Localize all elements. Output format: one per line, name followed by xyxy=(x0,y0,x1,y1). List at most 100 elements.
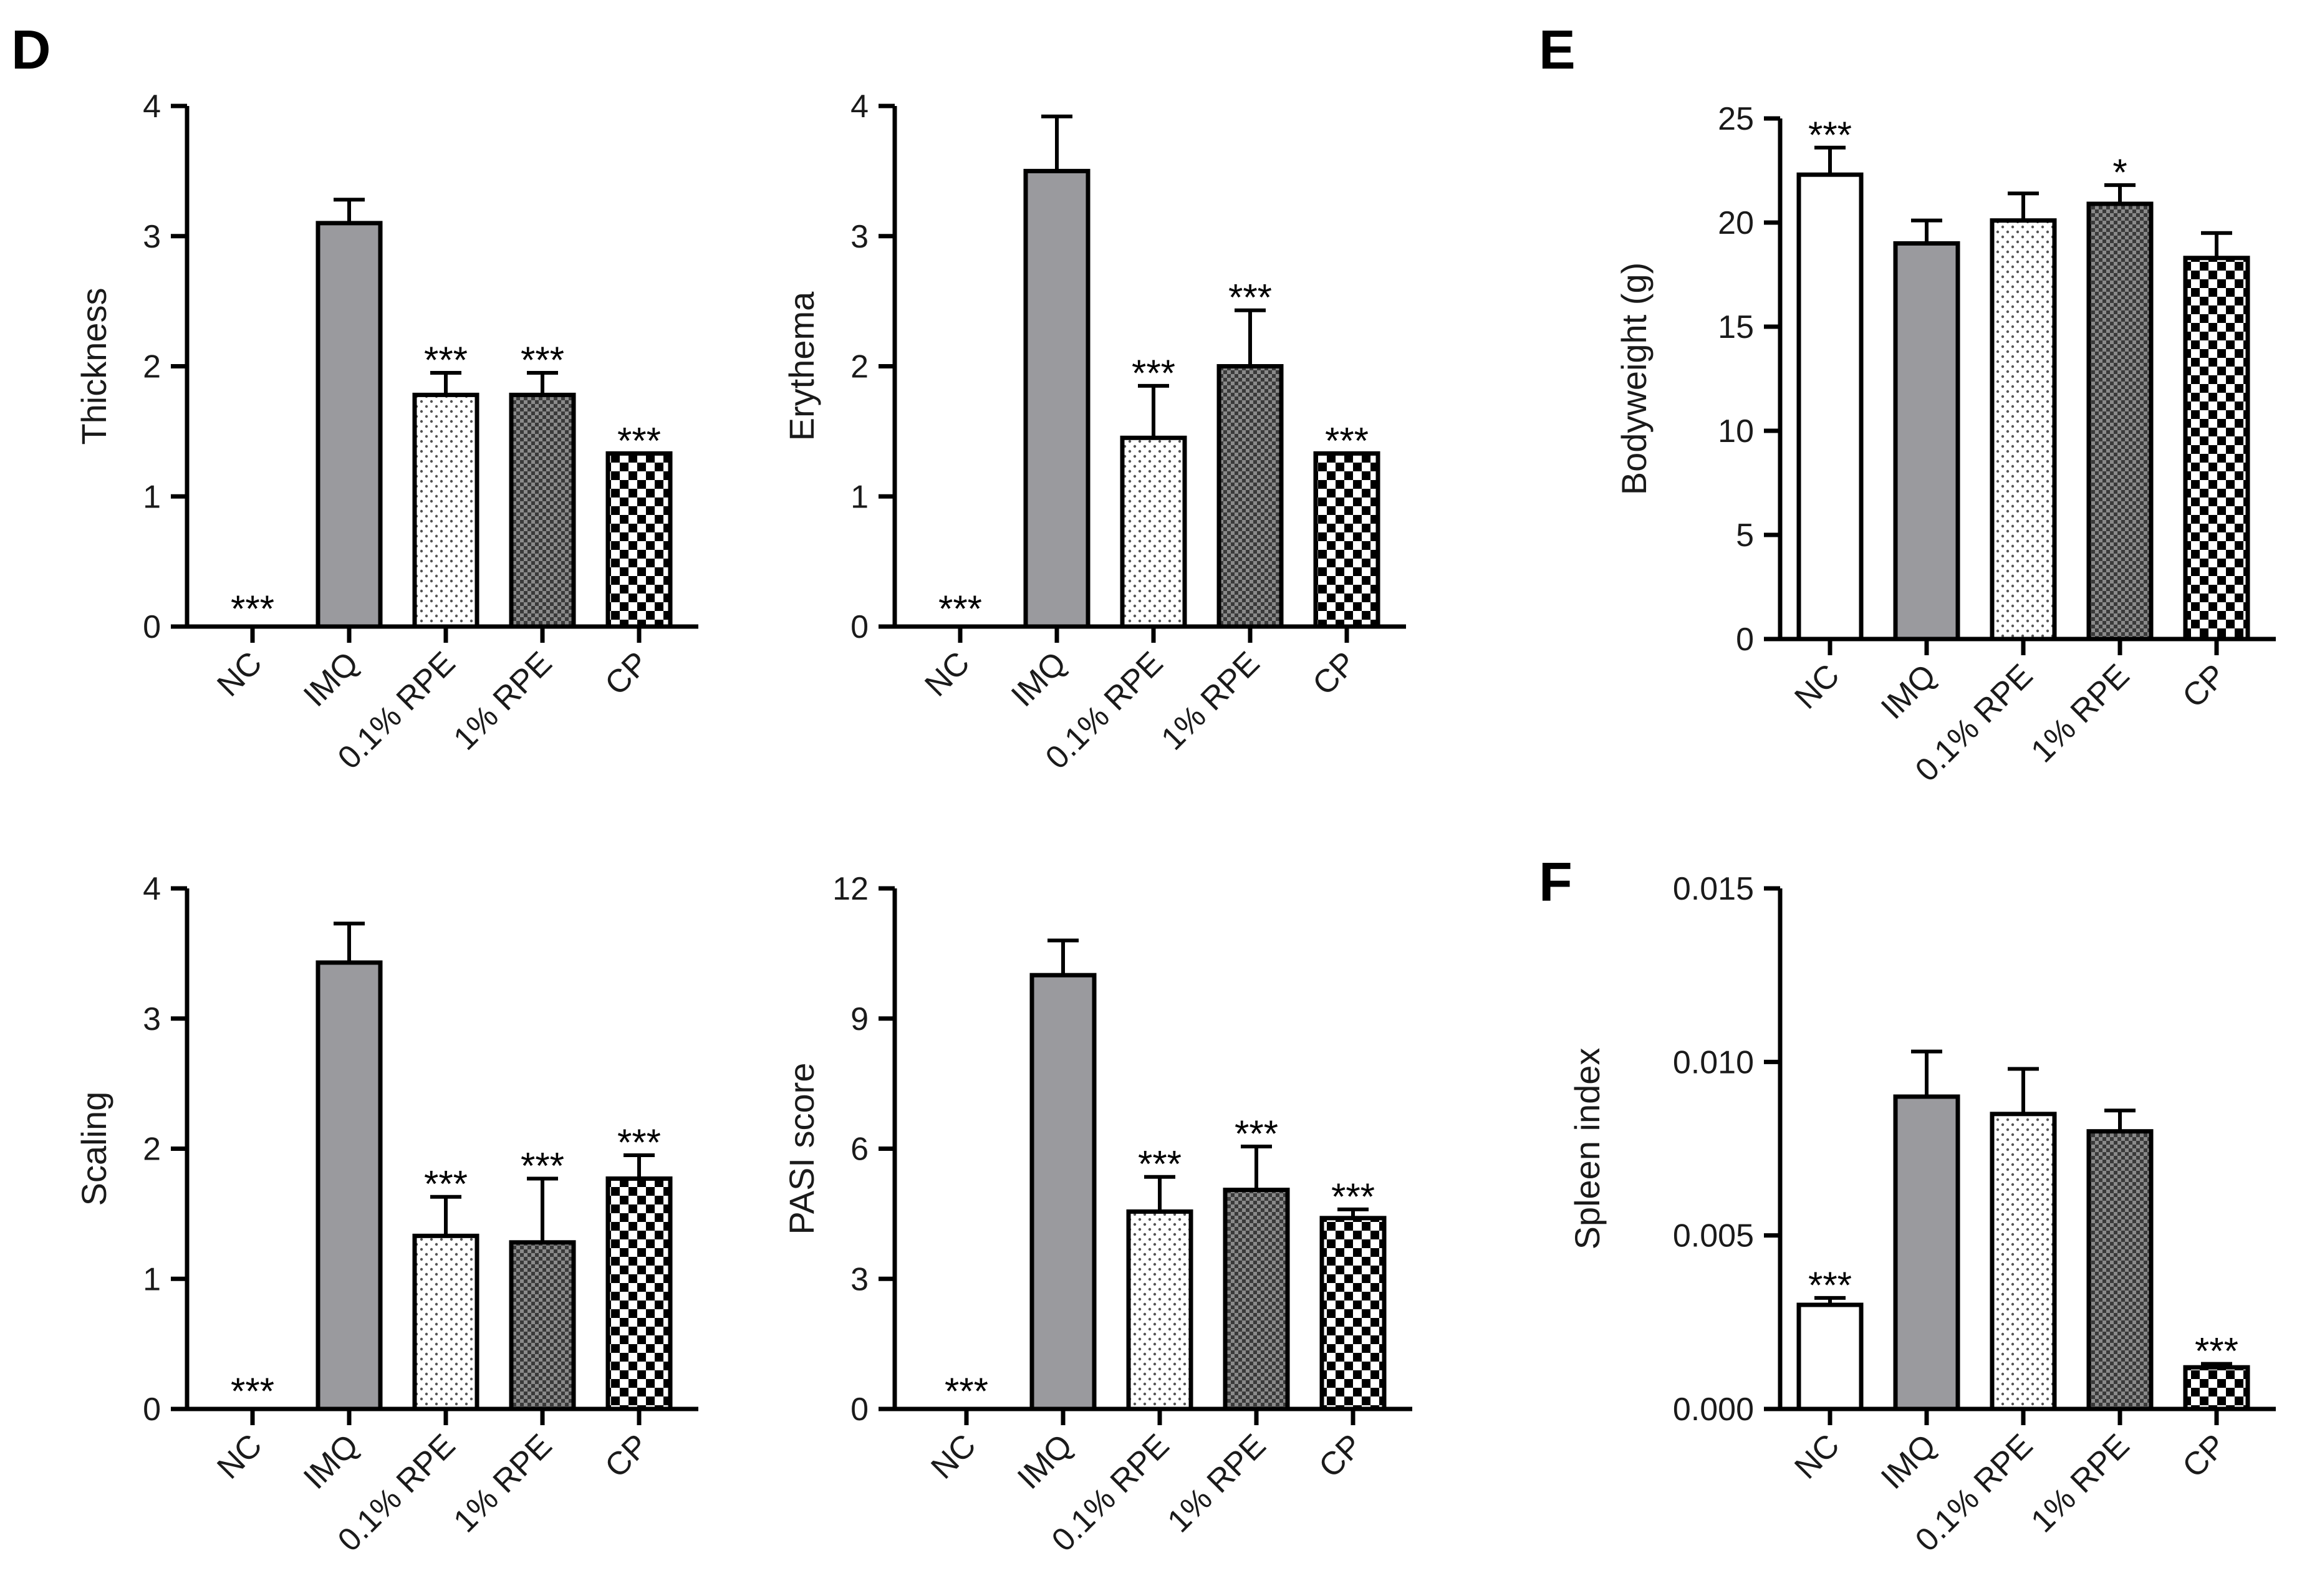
y-axis-label: Erythema xyxy=(782,291,821,441)
y-tick-label: 2 xyxy=(143,349,161,385)
category-label: NC xyxy=(924,1427,983,1486)
error-bar xyxy=(2104,183,2136,204)
error-bar xyxy=(527,370,558,395)
category-label: 1% RPE xyxy=(2025,657,2137,769)
significance-label: * xyxy=(2112,151,2127,193)
error-bar xyxy=(334,198,365,223)
category-label: NC xyxy=(1788,657,1846,716)
category-label: CP xyxy=(2175,657,2233,714)
y-tick-label: 20 xyxy=(1718,205,1754,241)
y-tick-label: 5 xyxy=(1736,517,1754,554)
y-tick-label: 0.005 xyxy=(1673,1218,1754,1254)
y-tick-label: 2 xyxy=(143,1132,161,1168)
category-label: CP xyxy=(598,645,655,702)
y-tick-label: 3 xyxy=(143,219,161,255)
panel-label-d: D xyxy=(11,19,51,80)
category-label: CP xyxy=(598,1427,655,1484)
error-bar xyxy=(1241,1145,1272,1190)
error-bar xyxy=(1911,1049,1942,1097)
category-label: NC xyxy=(918,645,976,703)
significance-label: *** xyxy=(2195,1330,2238,1372)
y-tick-label: 4 xyxy=(850,89,869,125)
bar-nc xyxy=(1796,172,1864,642)
significance-label: *** xyxy=(231,588,274,630)
category-label: NC xyxy=(1788,1427,1846,1486)
bar-0-1-rpe xyxy=(412,1233,479,1411)
significance-label: *** xyxy=(1808,1264,1852,1306)
significance-label: *** xyxy=(617,420,661,461)
bar-imq xyxy=(315,960,383,1411)
y-tick-label: 10 xyxy=(1718,413,1754,449)
significance-label: *** xyxy=(1138,1143,1182,1185)
category-label: NC xyxy=(210,645,269,703)
error-bar xyxy=(334,921,365,963)
significance-label: *** xyxy=(521,339,564,381)
error-bar xyxy=(2104,1108,2136,1132)
category-label: 1% RPE xyxy=(447,645,559,757)
bar-1-rpe xyxy=(1216,364,1284,629)
significance-label: *** xyxy=(1235,1113,1278,1155)
category-label: IMQ xyxy=(1011,1427,1079,1496)
bar-cp xyxy=(1313,451,1380,629)
bar-0-1-rpe xyxy=(1990,1112,2057,1411)
category-label: CP xyxy=(1312,1427,1369,1484)
error-bar xyxy=(430,1195,461,1236)
bar-1-rpe xyxy=(1223,1188,1290,1411)
error-bar xyxy=(2201,1362,2232,1368)
bar-0-1-rpe xyxy=(1126,1209,1193,1411)
y-tick-label: 25 xyxy=(1718,101,1754,137)
bar-imq xyxy=(1029,973,1097,1411)
y-tick-label: 4 xyxy=(143,89,161,125)
y-tick-label: 0 xyxy=(850,609,869,645)
y-tick-label: 3 xyxy=(143,1001,161,1037)
panel-label-f: F xyxy=(1539,851,1572,913)
y-tick-label: 0 xyxy=(850,1392,869,1428)
y-tick-label: 0 xyxy=(143,1392,161,1428)
category-label: IMQ xyxy=(297,645,365,713)
significance-label: *** xyxy=(1808,114,1852,156)
y-tick-label: 15 xyxy=(1718,309,1754,345)
error-bar xyxy=(1047,938,1079,976)
category-label: CP xyxy=(1306,645,1363,702)
category-label: IMQ xyxy=(297,1427,365,1496)
error-bar xyxy=(1235,308,1266,367)
significance-label: *** xyxy=(945,1370,988,1412)
category-label: IMQ xyxy=(1004,645,1073,713)
y-tick-label: 0.000 xyxy=(1673,1392,1754,1428)
bar-1-rpe xyxy=(509,1240,576,1411)
error-bar xyxy=(1911,218,1942,244)
category-label: NC xyxy=(210,1427,269,1486)
error-bar xyxy=(1814,1296,1846,1305)
bar-imq xyxy=(315,221,383,629)
y-axis-label: Bodyweight (g) xyxy=(1614,262,1654,496)
category-label: 1% RPE xyxy=(2025,1427,2137,1539)
y-tick-label: 0.015 xyxy=(1673,871,1754,907)
y-tick-label: 9 xyxy=(850,1001,869,1037)
bar-nc xyxy=(1796,1302,1864,1411)
y-axis-label: Spleen index xyxy=(1568,1048,1607,1250)
y-axis-label: Thickness xyxy=(74,287,113,445)
category-label: 1% RPE xyxy=(447,1427,559,1539)
bar-1-rpe xyxy=(509,392,576,629)
error-bar xyxy=(1814,145,1846,175)
category-label: IMQ xyxy=(1874,657,1943,726)
bar-cp xyxy=(605,1176,673,1411)
bar-cp xyxy=(2183,256,2250,642)
significance-label: *** xyxy=(938,588,982,630)
bar-1-rpe xyxy=(2086,1129,2154,1411)
bar-1-rpe xyxy=(2086,201,2154,642)
y-tick-label: 0 xyxy=(1736,622,1754,658)
error-bar xyxy=(1337,1207,1369,1218)
y-tick-label: 0 xyxy=(143,609,161,645)
y-tick-label: 6 xyxy=(850,1132,869,1168)
y-tick-label: 12 xyxy=(832,871,869,907)
bar-imq xyxy=(1893,1094,1960,1411)
bar-0-1-rpe xyxy=(1120,435,1187,629)
error-bar xyxy=(2008,1067,2039,1114)
category-label: IMQ xyxy=(1874,1427,1943,1496)
y-tick-label: 1 xyxy=(143,1261,161,1297)
